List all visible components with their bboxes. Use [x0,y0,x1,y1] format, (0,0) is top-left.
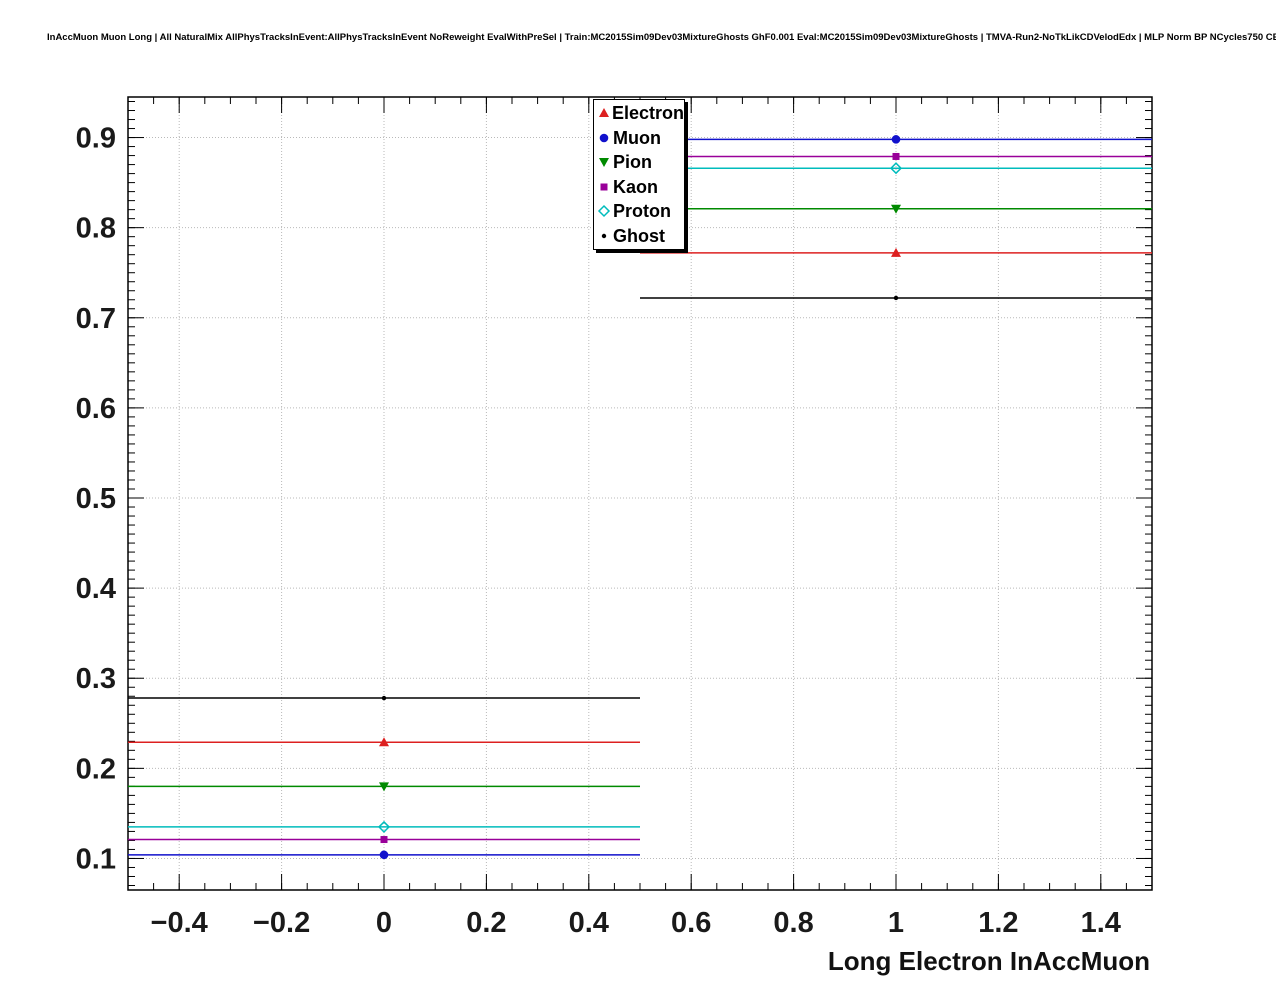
square-marker-icon [892,152,900,160]
triangle-up-marker-icon [891,247,901,257]
dot-marker-icon [601,233,607,238]
legend-label-proton: Proton [613,201,671,222]
y-tick-label: 0.5 [76,483,116,515]
triangle-up-marker-icon [599,108,609,118]
legend-item-proton: Proton [597,199,684,224]
legend-item-pion: Pion [597,150,684,175]
triangle-down-marker-icon [379,782,389,792]
x-tick-label: −0.4 [151,907,208,939]
y-tick-label: 0.3 [76,663,116,695]
dot-marker-icon [601,233,607,238]
x-tick-label: −0.2 [253,907,310,939]
x-tick-label: 0.6 [671,907,711,939]
y-tick-label: 0.2 [76,753,116,785]
diamond-open-marker-icon [597,205,611,218]
circle-marker-icon [891,135,901,144]
x-tick-label: 0.8 [773,907,813,939]
legend-label-ghost: Ghost [613,225,665,246]
square-marker-icon [380,836,388,844]
legend: Electron Muon Pion Kaon Proton Ghost [593,99,685,250]
triangle-up-marker-icon [599,108,609,118]
x-tick-label: 1.4 [1081,907,1121,939]
diamond-open-marker-icon [377,820,391,833]
legend-label-kaon: Kaon [613,176,658,197]
legend-item-electron: Electron [597,101,684,126]
square-marker-icon [600,183,608,191]
legend-label-electron: Electron [611,103,684,124]
triangle-down-marker-icon [599,158,609,168]
triangle-down-marker-icon [599,158,609,168]
triangle-down-marker-icon [891,204,901,214]
legend-item-kaon: Kaon [597,175,684,200]
x-tick-label: 0.4 [569,907,609,939]
triangle-up-marker-icon [379,737,389,747]
x-tick-label: 0 [376,907,392,939]
diamond-open-marker-icon [889,162,903,175]
dot-marker-icon [381,695,387,701]
legend-item-muon: Muon [597,126,684,151]
plot-title: InAccMuon Muon Long | All NaturalMix All… [47,32,1276,43]
y-tick-label: 0.9 [76,123,116,155]
circle-marker-icon [379,850,389,860]
diamond-open-marker-icon [597,205,611,218]
legend-item-ghost: Ghost [597,224,684,249]
x-axis-title: Long Electron InAccMuon [827,946,1150,976]
y-tick-label: 0.1 [76,843,116,875]
x-tick-label: 0.2 [466,907,506,939]
x-tick-label: 1.2 [978,907,1018,939]
y-tick-label: 0.8 [76,213,116,245]
dot-marker-icon [893,295,899,301]
legend-label-muon: Muon [613,127,661,148]
y-tick-label: 0.7 [76,303,116,335]
y-tick-label: 0.6 [76,393,116,425]
circle-marker-icon [599,133,609,143]
circle-marker-icon [599,133,609,143]
square-marker-icon [600,183,608,191]
y-tick-label: 0.4 [76,573,116,605]
legend-label-pion: Pion [613,152,652,173]
x-tick-label: 1 [888,907,904,939]
